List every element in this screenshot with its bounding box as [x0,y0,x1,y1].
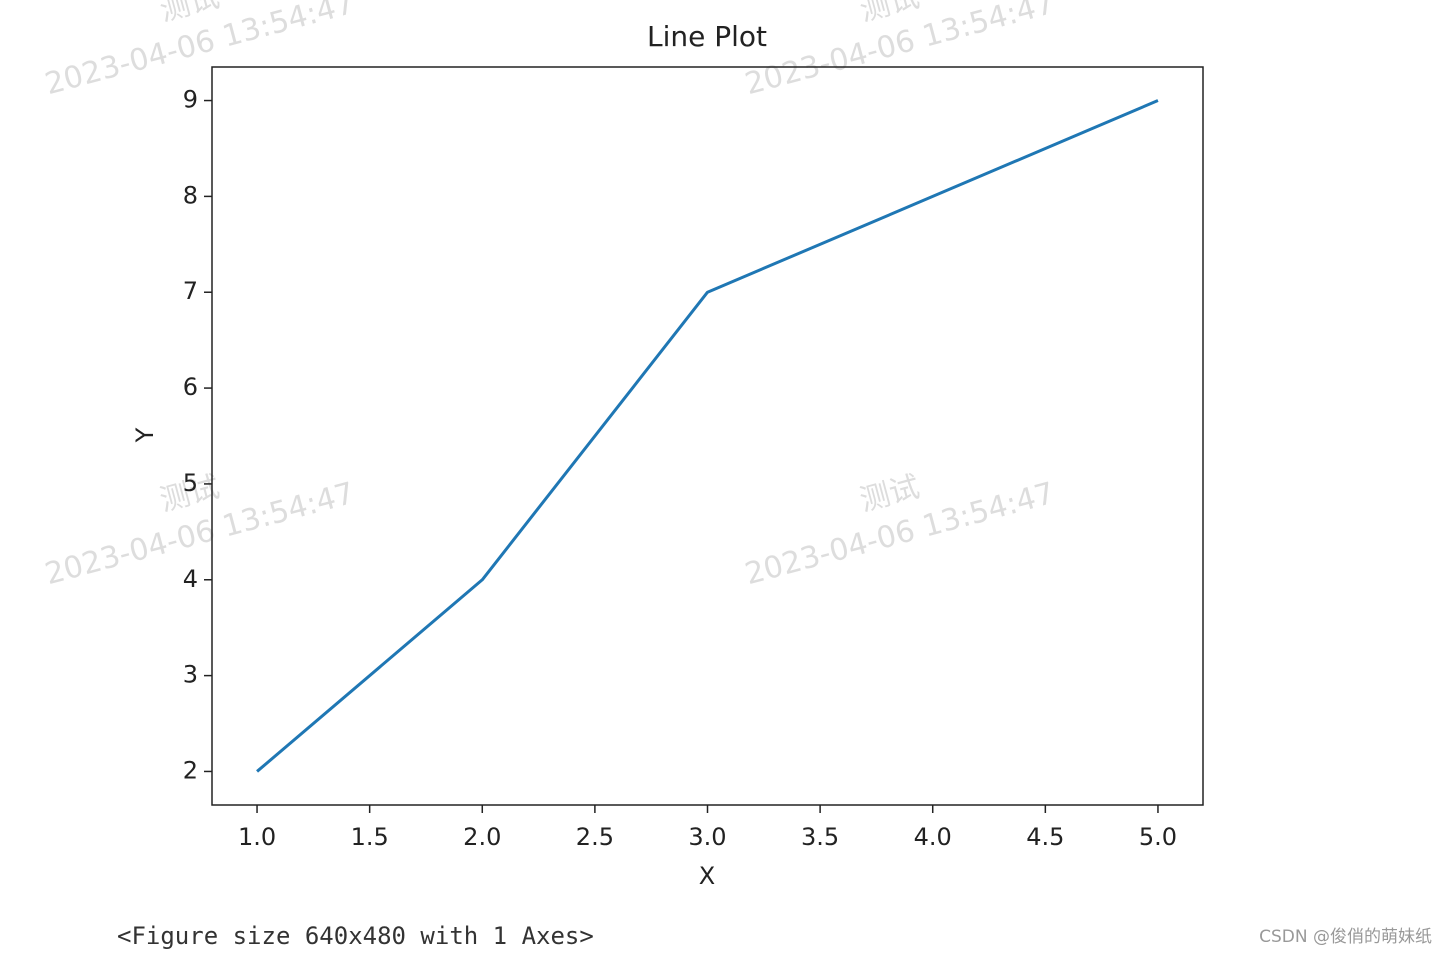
y-tick-label: 4 [183,565,198,593]
x-tick-label: 1.0 [238,823,276,851]
plot-frame [211,66,1204,806]
y-tick-label: 8 [183,181,198,209]
x-tick-label: 4.0 [914,823,952,851]
x-tick-label: 1.5 [351,823,389,851]
x-tick-label: 4.5 [1026,823,1064,851]
x-axis-label: X [699,862,715,890]
x-tick-label: 5.0 [1139,823,1177,851]
chart-title: Line Plot [647,20,767,53]
data-line [256,99,1159,773]
y-tick-label: 6 [183,373,198,401]
y-tick-label: 7 [183,277,198,305]
y-tick-label: 2 [183,756,198,784]
x-tick-label: 2.0 [463,823,501,851]
x-tick-label: 3.5 [801,823,839,851]
x-tick-label: 3.0 [688,823,726,851]
figure-output: <Figure size 640x480 with 1 Axes> [117,922,594,950]
footer-credit: CSDN @俊俏的萌妹纸 [1259,927,1432,947]
y-tick-label: 5 [183,469,198,497]
x-tick-label: 2.5 [576,823,614,851]
y-tick-label: 9 [183,86,198,114]
y-tick-label: 3 [183,661,198,689]
y-axis-label: Y [131,427,159,443]
